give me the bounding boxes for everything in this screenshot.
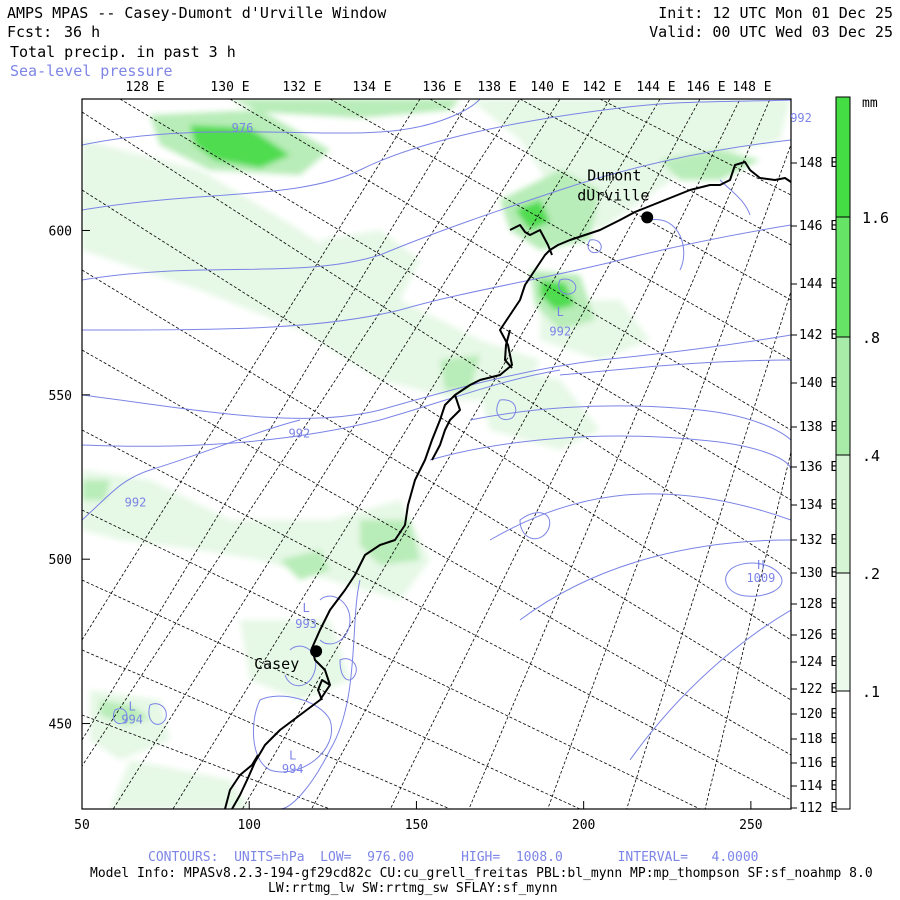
right-lat-label-5: 138 E bbox=[799, 420, 838, 435]
forecast-label: Fcst: bbox=[7, 23, 53, 41]
y-tick-label-500: 500 bbox=[49, 553, 72, 568]
right-lat-label-10: 128 E bbox=[799, 597, 838, 612]
contour-label-2: 992 bbox=[549, 325, 571, 339]
right-lat-label-12: 124 E bbox=[799, 655, 838, 670]
legend-swatch-1 bbox=[836, 217, 850, 337]
forecast-hours: 36 h bbox=[64, 23, 101, 41]
overlay-label: Sea-level pressure bbox=[10, 62, 173, 80]
x-tick-label-50: 50 bbox=[74, 818, 90, 833]
stations: Casey Dumont dUrville bbox=[254, 166, 654, 673]
y-axis: 450 500 550 600 bbox=[49, 224, 90, 733]
map-title: AMPS MPAS -- Casey-Dumont d'Urville Wind… bbox=[7, 4, 387, 22]
contour-info: CONTOURS: UNITS=hPa LOW= 976.00 HIGH= 10… bbox=[148, 850, 759, 865]
legend-ticks: .1 .2 .4 .8 1.6 bbox=[836, 209, 889, 701]
x-tick-label-100: 100 bbox=[237, 818, 260, 833]
x-tick-label-250: 250 bbox=[739, 818, 762, 833]
right-lat-label-18: 112 E bbox=[799, 801, 838, 816]
contour-label-12: H bbox=[757, 558, 764, 572]
valid-time: Valid: 00 UTC Wed 03 Dec 25 bbox=[649, 23, 893, 41]
top-lon-label-4: 136 E bbox=[422, 80, 461, 95]
legend-swatch-3 bbox=[836, 455, 850, 573]
legend-swatch-4 bbox=[836, 573, 850, 691]
top-lon-label-3: 134 E bbox=[352, 80, 391, 95]
top-lon-label-5: 138 E bbox=[477, 80, 516, 95]
x-tick-label-200: 200 bbox=[572, 818, 595, 833]
right-latitude-labels: 148 E 146 E 144 E 142 E 140 E 138 E 136 E 134 E… bbox=[791, 156, 838, 816]
legend-swatch-2 bbox=[836, 337, 850, 455]
top-lon-label-7: 142 E bbox=[582, 80, 621, 95]
contour-label-3: L bbox=[557, 305, 564, 319]
right-lat-label-11: 126 E bbox=[799, 628, 838, 643]
x-axis: 50 100 150 200 250 bbox=[74, 801, 763, 833]
right-lat-label-6: 136 E bbox=[799, 460, 838, 475]
top-lon-label-8: 144 E bbox=[636, 80, 675, 95]
legend-swatch-5 bbox=[836, 691, 850, 809]
right-lat-label-7: 134 E bbox=[799, 498, 838, 513]
contour-label-1: 992 bbox=[790, 111, 812, 125]
y-tick-label-450: 450 bbox=[49, 718, 72, 733]
model-info: Model Info: MPASv8.2.3-194-gf29cd82c CU:… bbox=[90, 866, 873, 881]
top-lon-label-2: 132 E bbox=[282, 80, 321, 95]
legend-frame bbox=[835, 96, 851, 810]
station-label-dumont-line1: Dumont bbox=[587, 166, 641, 184]
legend-level-.2: .2 bbox=[862, 565, 880, 583]
top-lon-label-9: 146 E bbox=[686, 80, 725, 95]
station-label-casey: Casey bbox=[254, 655, 299, 673]
y-tick-label-550: 550 bbox=[49, 389, 72, 404]
contour-label-13: 1009 bbox=[746, 571, 775, 585]
legend-level-.4: .4 bbox=[862, 447, 880, 465]
physics-info: LW:rrtmg_lw SW:rrtmg_sw SFLAY:sf_mynn bbox=[268, 881, 558, 896]
legend-level-.1: .1 bbox=[862, 683, 880, 701]
map-frame bbox=[81, 98, 792, 810]
right-lat-label-8: 132 E bbox=[799, 533, 838, 548]
right-lat-label-3: 142 E bbox=[799, 328, 838, 343]
pressure-contours bbox=[82, 99, 791, 809]
top-lon-label-0: 128 E bbox=[125, 80, 164, 95]
right-lat-label-15: 118 E bbox=[799, 732, 838, 747]
lat-lon-grid bbox=[82, 99, 791, 809]
legend-unit: mm bbox=[862, 96, 878, 111]
right-lat-label-14: 120 E bbox=[799, 707, 838, 722]
contour-label-4: 992 bbox=[125, 496, 147, 510]
y-tick-label-600: 600 bbox=[49, 224, 72, 239]
coastline bbox=[224, 161, 791, 809]
contour-label-7: 993 bbox=[295, 617, 317, 631]
right-lat-label-2: 144 E bbox=[799, 277, 838, 292]
right-lat-label-1: 146 E bbox=[799, 219, 838, 234]
legend-level-1.6: 1.6 bbox=[862, 209, 889, 227]
right-lat-label-4: 140 E bbox=[799, 376, 838, 391]
top-lon-label-6: 140 E bbox=[530, 80, 569, 95]
right-lat-label-16: 116 E bbox=[799, 756, 838, 771]
contour-label-0: 976 bbox=[232, 121, 254, 135]
right-lat-label-13: 122 E bbox=[799, 682, 838, 697]
station-marker-1 bbox=[641, 211, 654, 224]
top-lon-label-10: 148 E bbox=[732, 80, 771, 95]
contour-label-9: 994 bbox=[121, 713, 143, 727]
top-lon-label-1: 130 E bbox=[210, 80, 249, 95]
field-label: Total precip. in past 3 h bbox=[10, 43, 236, 61]
contour-label-6: L bbox=[302, 601, 309, 615]
legend-level-.8: .8 bbox=[862, 329, 880, 347]
contour-label-10: L bbox=[289, 749, 296, 763]
init-time: Init: 12 UTC Mon 01 Dec 25 bbox=[658, 4, 893, 22]
legend-swatch-heavy bbox=[836, 97, 850, 217]
right-lat-label-9: 130 E bbox=[799, 566, 838, 581]
right-lat-label-17: 114 E bbox=[799, 779, 838, 794]
contour-label-8: L bbox=[129, 699, 136, 713]
right-lat-label-0: 148 E bbox=[799, 156, 838, 171]
station-label-dumont-line2: dUrville bbox=[577, 186, 649, 204]
top-longitude-labels: 128 E 130 E 132 E 134 E 136 E 138 E 140 E 142 E… bbox=[125, 80, 771, 95]
x-tick-label-150: 150 bbox=[405, 818, 428, 833]
contour-label-5: 992 bbox=[289, 427, 311, 441]
contour-label-11: 994 bbox=[282, 762, 304, 776]
station-marker-0 bbox=[310, 645, 323, 658]
legend-colorbar: .1 .2 .4 .8 1.6 bbox=[835, 96, 889, 810]
